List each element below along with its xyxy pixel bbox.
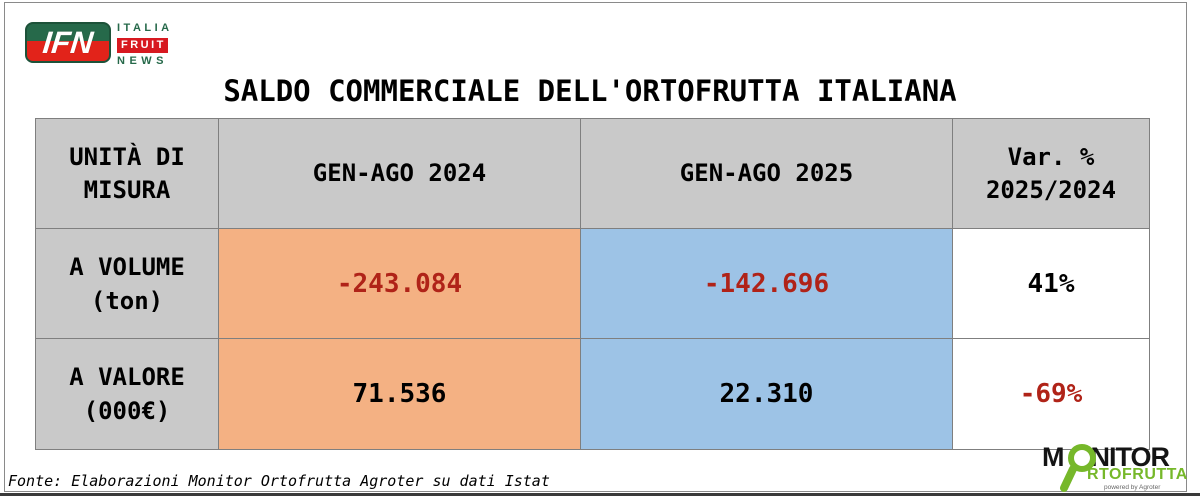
ifn-word-news: NEWS [117,55,168,67]
monitor-wordmark: M NITOR [1042,442,1171,473]
header-unita-di-misura: UNITÀ DI MISURA [36,119,219,229]
source-note: Fonte: Elaborazioni Monitor Ortofrutta A… [8,472,550,490]
valore-2024-value: 71.536 [219,339,581,449]
bottom-rule [0,493,1200,496]
header-var-pct: Var. % 2025/2024 [953,119,1149,229]
outer-frame [4,2,1187,492]
ifn-word-italia: ITALIA [117,22,173,34]
monitor-rtofrutta: RTOFRUTTA [1087,466,1188,483]
ifn-badge-text: IFN [41,25,95,60]
ifn-wordmark: ITALIA FRUIT NEWS [117,22,173,68]
monitor-ortofrutta-logo: M NITOR RTOFRUTTA powered by Agroter [1042,442,1192,497]
row-volume-label: A VOLUME (ton) [36,229,219,339]
monitor-m: M [1042,442,1064,472]
volume-2025-value: -142.696 [581,229,953,339]
magnifier-icon [1060,444,1096,492]
volume-var-pct-value: 41% [953,229,1149,339]
saldo-commerciale-table: UNITÀ DI MISURA GEN-AGO 2024 GEN-AGO 202… [35,118,1150,450]
header-gen-ago-2024: GEN-AGO 2024 [219,119,581,229]
valore-2025-value: 22.310 [581,339,953,449]
monitor-nitor: NITOR [1090,442,1171,472]
ifn-word-fruit: FRUIT [117,38,168,53]
row-valore-label: A VALORE (000€) [36,339,219,449]
header-gen-ago-2025: GEN-AGO 2025 [581,119,953,229]
monitor-powered-by: powered by Agroter [1104,484,1161,491]
ifn-logo: IFN ITALIA FRUIT NEWS [25,22,173,68]
ifn-badge-icon: IFN [25,22,111,63]
valore-var-pct-value: -69% [953,339,1149,449]
title-line-1: SALDO COMMERCIALE DELL'ORTOFRUTTA ITALIA… [223,74,957,108]
volume-2024-value: -243.084 [219,229,581,339]
